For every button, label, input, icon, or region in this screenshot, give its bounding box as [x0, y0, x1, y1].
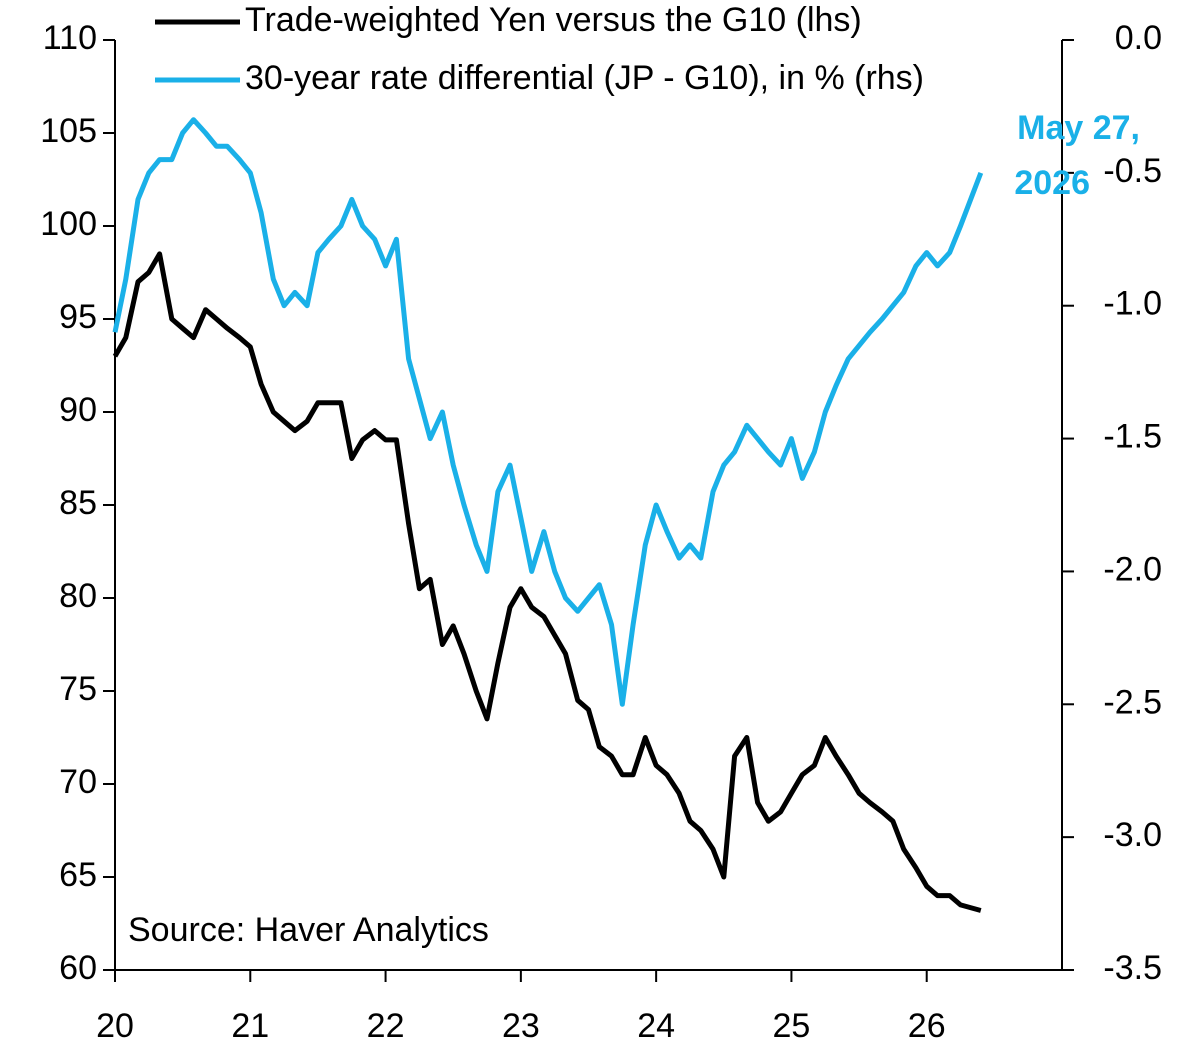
y2-tick-label: -1.5 — [1103, 418, 1162, 456]
annotation: May 27, — [1017, 109, 1140, 147]
legend-label: 30-year rate differential (JP - G10), in… — [245, 59, 924, 97]
y-tick-label: 65 — [59, 856, 97, 894]
x-tick-label: 22 — [367, 1007, 405, 1045]
y-tick-label: 60 — [59, 949, 97, 987]
y2-tick-label: -1.0 — [1103, 285, 1162, 323]
x-tick-label: 20 — [96, 1007, 134, 1045]
y-tick-label: 90 — [59, 391, 97, 429]
y-tick-label: 95 — [59, 298, 97, 336]
y-tick-label: 100 — [40, 205, 97, 243]
x-tick-label: 23 — [502, 1007, 540, 1045]
annotation: 2026 — [1014, 164, 1090, 202]
x-tick-label: 21 — [231, 1007, 269, 1045]
y-tick-label: 85 — [59, 484, 97, 522]
source-note: Source: Haver Analytics — [128, 911, 489, 949]
y2-tick-label: -2.0 — [1103, 550, 1162, 588]
y2-tick-label: -3.5 — [1103, 949, 1162, 987]
y2-tick-label: -2.5 — [1103, 683, 1162, 721]
series-line — [112, 117, 984, 707]
legend-label: Trade-weighted Yen versus the G10 (lhs) — [245, 1, 862, 39]
x-tick-label: 25 — [773, 1007, 811, 1045]
series-line — [112, 251, 982, 913]
y-tick-label: 70 — [59, 763, 97, 801]
x-tick-label: 26 — [908, 1007, 946, 1045]
y-tick-label: 80 — [59, 577, 97, 615]
y-tick-label: 105 — [40, 112, 97, 150]
x-tick-label: 24 — [637, 1007, 675, 1045]
y2-tick-label: -0.5 — [1103, 152, 1162, 190]
y2-tick-label: -3.0 — [1103, 816, 1162, 854]
y2-tick-label: 0.0 — [1115, 19, 1162, 57]
y-tick-label: 110 — [43, 19, 97, 57]
y-tick-label: 75 — [59, 670, 97, 708]
